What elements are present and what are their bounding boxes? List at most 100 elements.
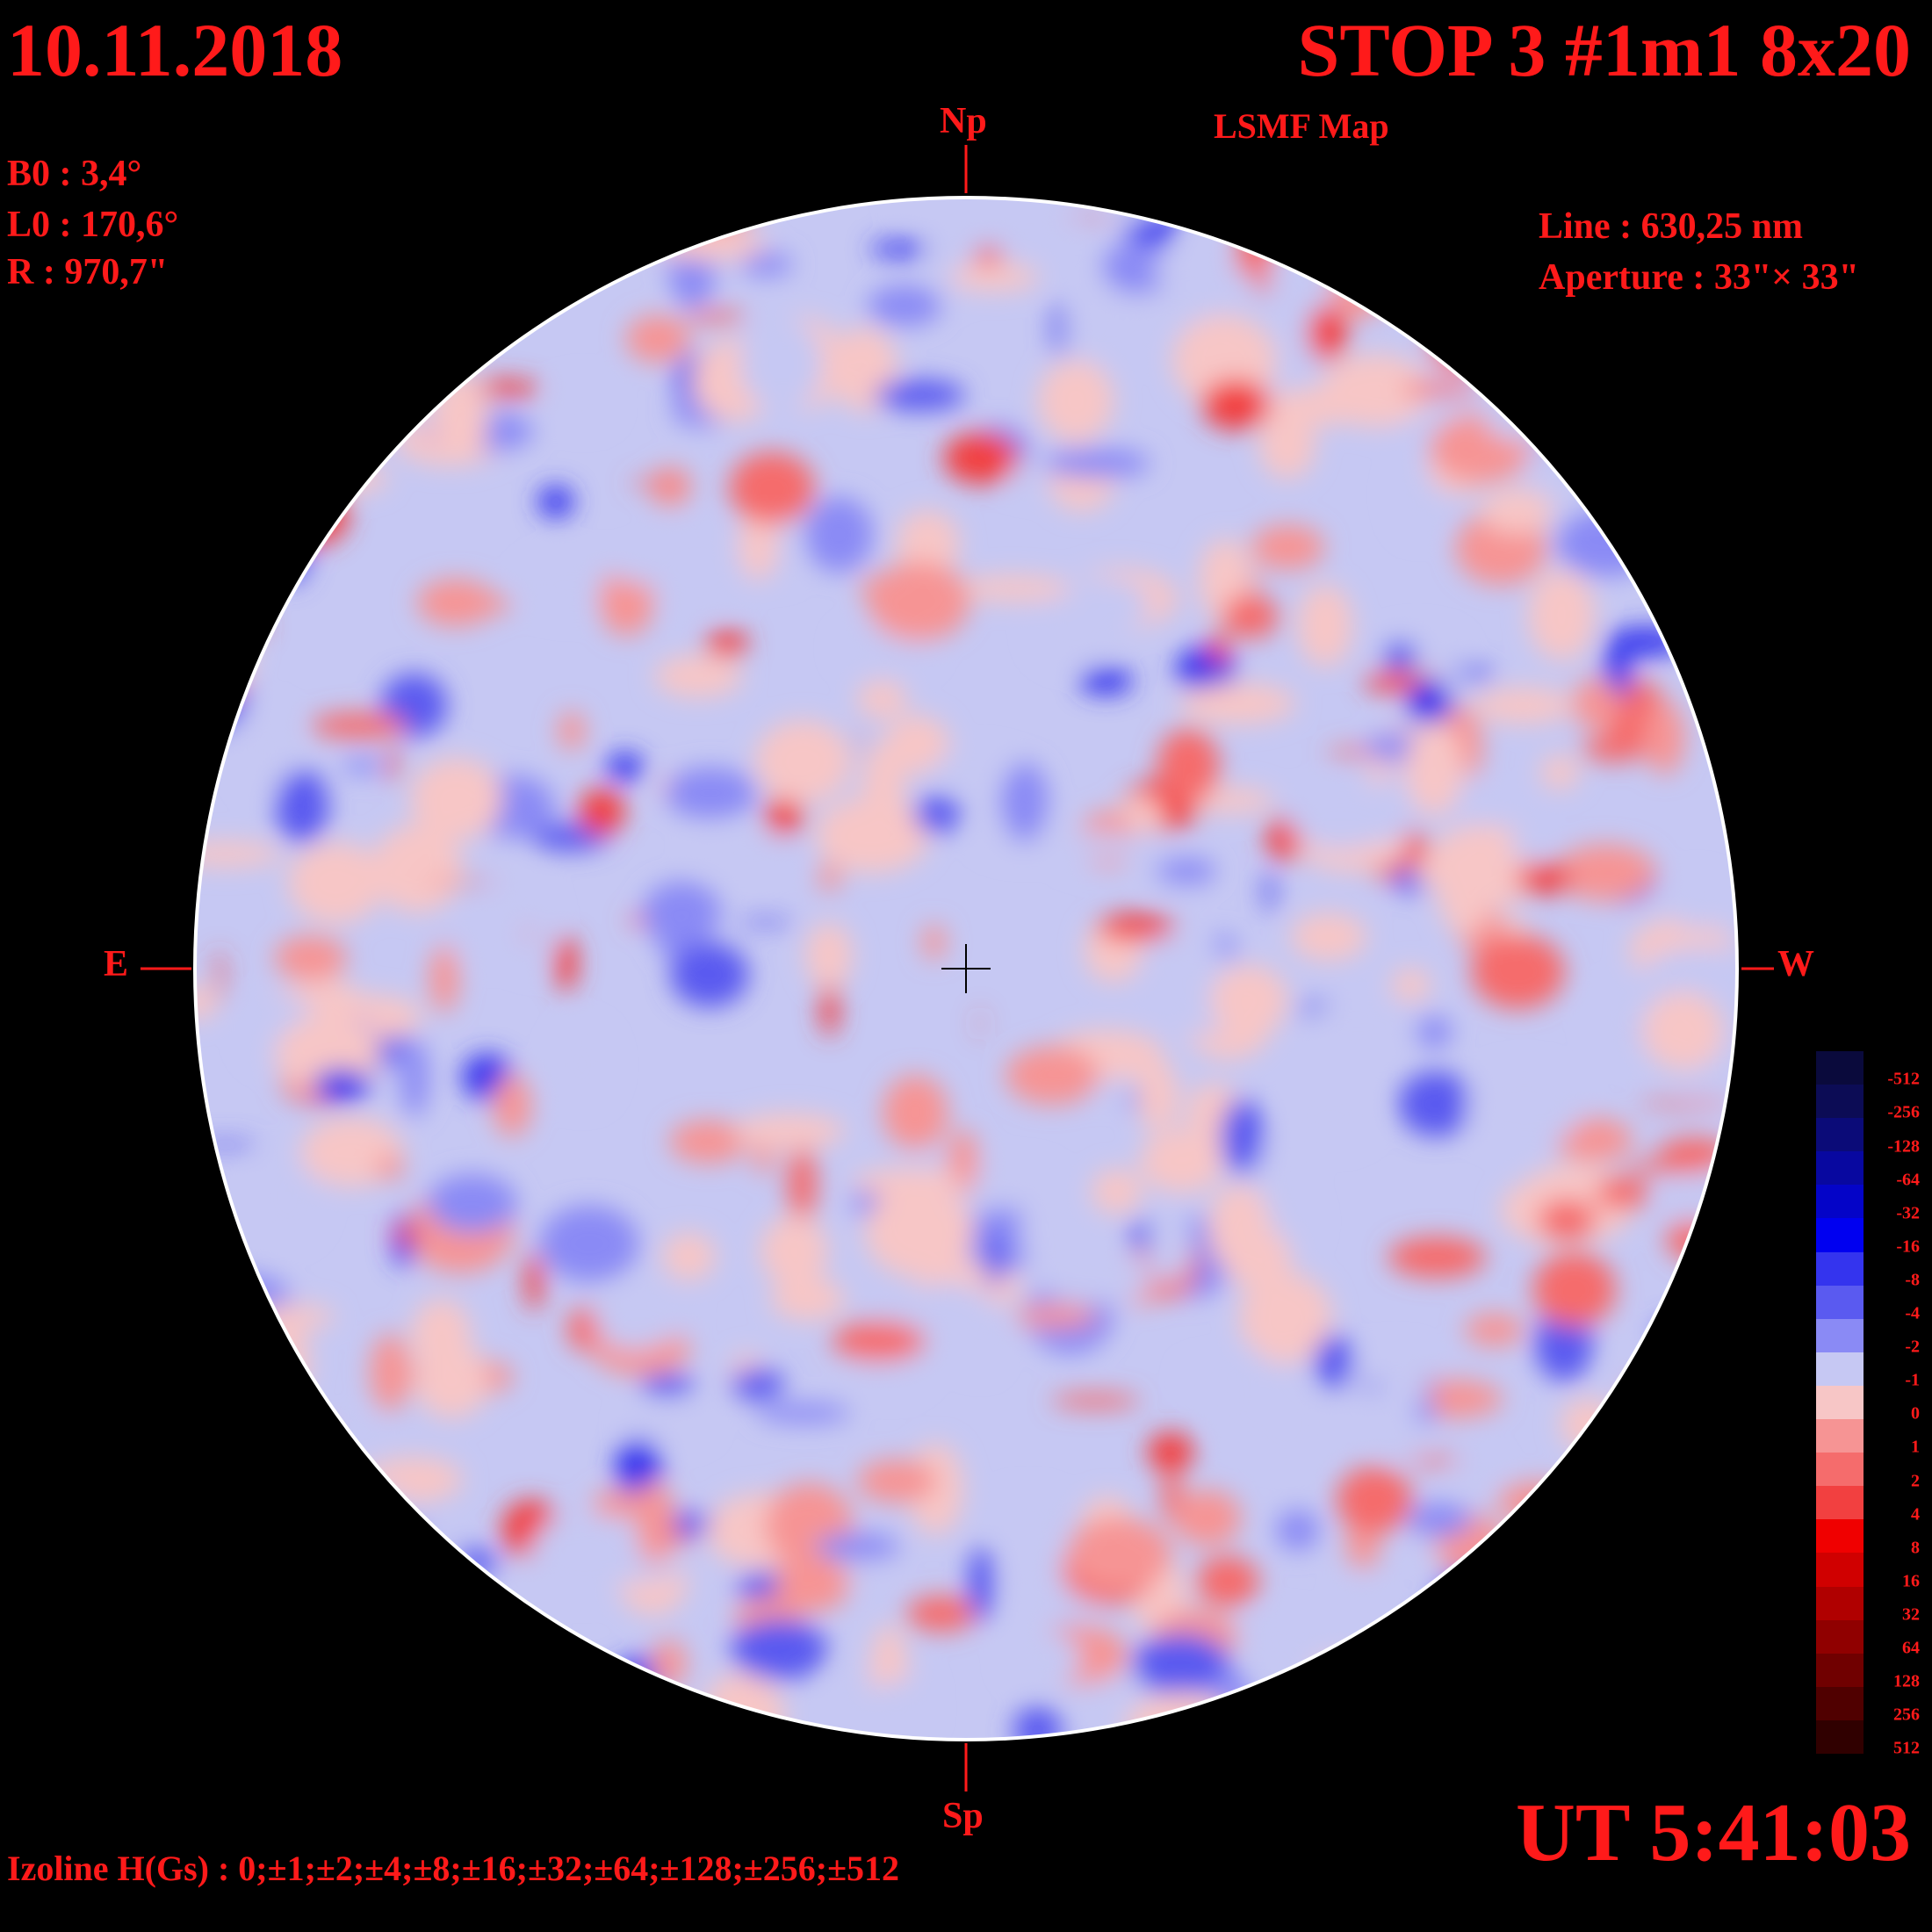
field-blob (893, 198, 995, 214)
field-blob (1124, 1691, 1240, 1740)
field-blob (818, 862, 841, 891)
field-blob (864, 1186, 975, 1279)
field-blob (1272, 1643, 1330, 1689)
field-blob (539, 1205, 639, 1282)
legend-swatch (1816, 1686, 1864, 1721)
field-blob (856, 680, 907, 718)
field-blob (1042, 833, 1156, 858)
field-blob (1305, 198, 1351, 227)
field-blob (1359, 198, 1397, 243)
field-blob (1014, 1303, 1098, 1329)
field-blob (1642, 991, 1724, 1071)
legend-swatch (1816, 1251, 1864, 1287)
field-blob (1155, 857, 1216, 885)
legend-swatch (1816, 1486, 1864, 1520)
field-blob (1428, 301, 1485, 372)
field-blob (1140, 1129, 1223, 1193)
field-blob (329, 1523, 426, 1541)
map-title: STOP 3 #1m1 8x20 (1297, 8, 1911, 92)
field-blob (729, 451, 815, 524)
field-blob (195, 984, 217, 1020)
field-blob (1554, 1117, 1633, 1162)
izoline-levels: Izoline H(Gs) : 0;±1;±2;±4;±8;±16;±32;±6… (7, 1849, 900, 1888)
field-blob (1415, 1015, 1453, 1049)
field-blob (1411, 1609, 1441, 1670)
field-blob (1573, 677, 1619, 730)
legend-tick-label: -16 (1896, 1236, 1920, 1257)
legend-tick-label: 128 (1893, 1671, 1920, 1691)
field-blob (1132, 1633, 1229, 1696)
legend-swatch (1816, 1085, 1864, 1119)
field-blob (236, 1707, 301, 1735)
field-blob (345, 1417, 384, 1445)
field-blob (1312, 1657, 1373, 1684)
field-blob (442, 1604, 521, 1674)
legend-swatch (1816, 1519, 1864, 1554)
field-blob (1288, 788, 1392, 850)
field-blob (566, 1307, 603, 1352)
field-blob (371, 825, 463, 912)
legend-swatch (1816, 1619, 1864, 1654)
legend-swatch (1816, 1218, 1864, 1253)
field-blob (370, 1333, 410, 1412)
field-blob (1147, 1206, 1192, 1283)
field-blob (624, 1405, 710, 1443)
field-blob (387, 747, 398, 782)
field-blob (1582, 1640, 1681, 1680)
field-blob (1498, 1548, 1570, 1611)
field-blob (1066, 1517, 1172, 1590)
field-blob (1078, 667, 1134, 695)
field-blob (788, 1146, 817, 1222)
field-blob (1627, 1380, 1654, 1430)
field-blob (1662, 1174, 1737, 1224)
field-blob (1618, 1513, 1697, 1548)
field-blob (1212, 1669, 1251, 1731)
field-blob (1712, 362, 1728, 371)
field-blob (874, 379, 966, 411)
field-blob (1239, 1272, 1332, 1364)
field-blob (1481, 487, 1554, 535)
field-blob (1147, 1431, 1194, 1472)
field-blob (250, 198, 317, 245)
field-blob (1516, 863, 1572, 895)
field-blob (554, 935, 578, 991)
field-blob (288, 841, 384, 924)
legend-swatch (1816, 1719, 1864, 1755)
field-blob (1649, 1605, 1721, 1651)
field-blob (274, 935, 348, 981)
field-blob (295, 1424, 330, 1438)
field-blob (1646, 947, 1737, 989)
field-blob (1286, 1707, 1346, 1730)
legend-tick-label: 0 (1911, 1403, 1920, 1424)
field-blob (1613, 1401, 1663, 1437)
color-scale-legend (1816, 1051, 1864, 1755)
field-blob (905, 1595, 977, 1632)
field-blob (195, 380, 256, 435)
field-blob (1050, 1393, 1141, 1409)
field-blob (295, 422, 317, 466)
field-blob (1618, 1618, 1726, 1681)
field-blob (1020, 1188, 1078, 1274)
field-blob (1097, 913, 1175, 941)
field-blob (1102, 241, 1173, 295)
legend-tick-label: -512 (1887, 1069, 1920, 1089)
field-blob (1555, 508, 1657, 577)
legend-swatch (1816, 1185, 1864, 1219)
field-blob (1532, 1251, 1617, 1327)
field-blob (537, 486, 574, 518)
field-blob (668, 227, 716, 308)
field-blob (866, 1681, 930, 1737)
field-blob (1245, 1377, 1326, 1467)
field-blob (310, 1618, 361, 1691)
legend-tick-label: 2 (1911, 1471, 1920, 1491)
field-blob (775, 1554, 850, 1613)
field-blob (608, 551, 724, 586)
field-blob (737, 919, 795, 926)
legend-tick-label: -64 (1896, 1170, 1920, 1190)
field-blob (1560, 346, 1614, 414)
field-blob (1352, 224, 1414, 266)
field-blob (328, 198, 386, 204)
field-blob (739, 252, 793, 277)
field-blob (1038, 359, 1114, 442)
